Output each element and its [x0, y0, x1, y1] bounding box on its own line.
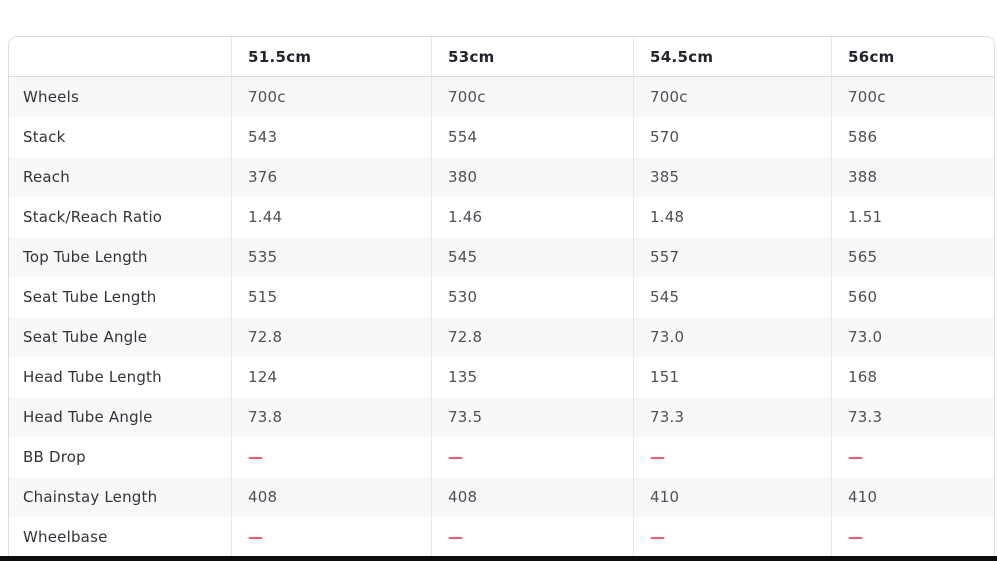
table-row: Stack/Reach Ratio 1.44 1.46 1.48 1.51 — [9, 197, 994, 237]
row-value: 408 — [431, 477, 633, 517]
table-row: Chainstay Length 408 408 410 410 — [9, 477, 994, 517]
row-label: Wheels — [23, 88, 79, 106]
table-corner-cell — [9, 37, 231, 76]
row-label: Head Tube Length — [23, 368, 162, 386]
table-row: Seat Tube Length 515 530 545 560 — [9, 277, 994, 317]
row-label: Head Tube Angle — [23, 408, 153, 426]
row-value: 543 — [231, 117, 431, 157]
row-value: 557 — [633, 237, 831, 277]
table-row: Seat Tube Angle 72.8 72.8 73.0 73.0 — [9, 317, 994, 357]
row-value: — — [431, 517, 633, 557]
row-value: 560 — [831, 277, 994, 317]
row-value: 380 — [431, 157, 633, 197]
row-value: 1.46 — [431, 197, 633, 237]
row-value: 530 — [431, 277, 633, 317]
row-value: 515 — [231, 277, 431, 317]
row-value: — — [431, 437, 633, 477]
row-value: 73.0 — [831, 317, 994, 357]
row-value: 410 — [633, 477, 831, 517]
row-value: 554 — [431, 117, 633, 157]
row-value: 700c — [431, 77, 633, 117]
table-row: BB Drop — — — — — [9, 437, 994, 477]
row-value: 1.48 — [633, 197, 831, 237]
row-value: — — [831, 517, 994, 557]
row-value: 151 — [633, 357, 831, 397]
row-value: 565 — [831, 237, 994, 277]
row-label: Chainstay Length — [23, 488, 158, 506]
row-label: Reach — [23, 168, 70, 186]
row-label: BB Drop — [23, 448, 86, 466]
column-header: 51.5cm — [231, 37, 431, 76]
row-label: Top Tube Length — [23, 248, 148, 266]
table-header: 51.5cm 53cm 54.5cm 56cm — [9, 37, 994, 77]
row-value: 72.8 — [431, 317, 633, 357]
row-value: 700c — [831, 77, 994, 117]
row-label: Seat Tube Length — [23, 288, 157, 306]
row-value: 73.3 — [633, 397, 831, 437]
column-header: 54.5cm — [633, 37, 831, 76]
column-header: 53cm — [431, 37, 633, 76]
row-value: 388 — [831, 157, 994, 197]
row-value: 570 — [633, 117, 831, 157]
row-value: — — [831, 437, 994, 477]
table-row: Stack 543 554 570 586 — [9, 117, 994, 157]
row-value: 124 — [231, 357, 431, 397]
table-row: Top Tube Length 535 545 557 565 — [9, 237, 994, 277]
row-value: — — [633, 437, 831, 477]
row-label: Stack — [23, 128, 66, 146]
table-row: Wheels 700c 700c 700c 700c — [9, 77, 994, 117]
row-value: 1.51 — [831, 197, 994, 237]
row-value: 385 — [633, 157, 831, 197]
table-body: Wheels 700c 700c 700c 700c Stack 543 554 570 5… — [9, 77, 994, 557]
row-value: 73.5 — [431, 397, 633, 437]
row-value: 1.44 — [231, 197, 431, 237]
table-row: Reach 376 380 385 388 — [9, 157, 994, 197]
row-value: 73.8 — [231, 397, 431, 437]
row-value: 535 — [231, 237, 431, 277]
row-value: 545 — [633, 277, 831, 317]
table-row: Head Tube Length 124 135 151 168 — [9, 357, 994, 397]
row-value: 545 — [431, 237, 633, 277]
row-value: — — [231, 517, 431, 557]
bottom-dark-bar — [0, 556, 997, 561]
row-value: 700c — [231, 77, 431, 117]
row-value: 376 — [231, 157, 431, 197]
row-value: 72.8 — [231, 317, 431, 357]
table-header-row: 51.5cm 53cm 54.5cm 56cm — [9, 37, 994, 76]
row-value: — — [231, 437, 431, 477]
geometry-table: 51.5cm 53cm 54.5cm 56cm Wheels 700c 700c 700c… — [8, 36, 995, 557]
column-header: 56cm — [831, 37, 994, 76]
row-value: 73.0 — [633, 317, 831, 357]
row-value: 586 — [831, 117, 994, 157]
row-value: 135 — [431, 357, 633, 397]
row-value: 700c — [633, 77, 831, 117]
row-value: 408 — [231, 477, 431, 517]
table-row: Head Tube Angle 73.8 73.5 73.3 73.3 — [9, 397, 994, 437]
row-value: 410 — [831, 477, 994, 517]
table-row: Wheelbase — — — — — [9, 517, 994, 557]
row-value: — — [633, 517, 831, 557]
row-value: 168 — [831, 357, 994, 397]
row-value: 73.3 — [831, 397, 994, 437]
row-label: Stack/Reach Ratio — [23, 208, 163, 226]
row-label: Wheelbase — [23, 528, 108, 546]
row-label: Seat Tube Angle — [23, 328, 148, 346]
